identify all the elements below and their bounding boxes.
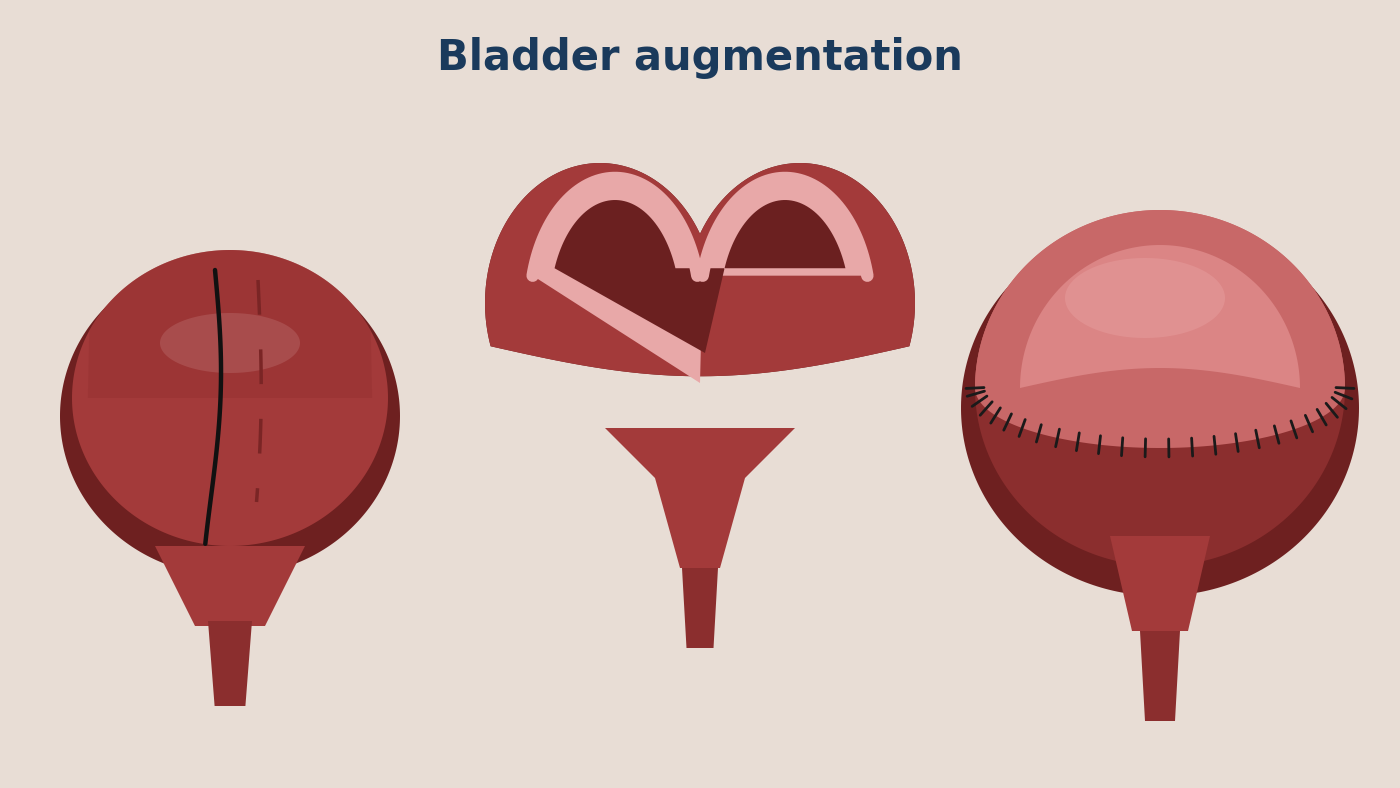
Polygon shape (1021, 245, 1301, 388)
Polygon shape (974, 210, 1345, 388)
Polygon shape (1110, 536, 1210, 631)
Polygon shape (622, 428, 778, 458)
Polygon shape (960, 220, 1359, 596)
Polygon shape (554, 200, 846, 353)
Polygon shape (532, 178, 868, 383)
Polygon shape (974, 388, 1345, 566)
Polygon shape (60, 256, 400, 576)
Polygon shape (88, 250, 372, 398)
Text: Bladder augmentation: Bladder augmentation (437, 37, 963, 79)
Polygon shape (1065, 258, 1225, 338)
Polygon shape (1140, 631, 1180, 721)
Polygon shape (484, 163, 916, 376)
Polygon shape (655, 478, 745, 568)
Polygon shape (974, 210, 1345, 448)
Polygon shape (155, 546, 305, 626)
Polygon shape (160, 313, 300, 373)
Polygon shape (209, 621, 252, 706)
Polygon shape (484, 163, 916, 376)
Polygon shape (78, 442, 381, 546)
Polygon shape (605, 428, 795, 478)
Polygon shape (71, 250, 388, 546)
Polygon shape (682, 568, 718, 648)
